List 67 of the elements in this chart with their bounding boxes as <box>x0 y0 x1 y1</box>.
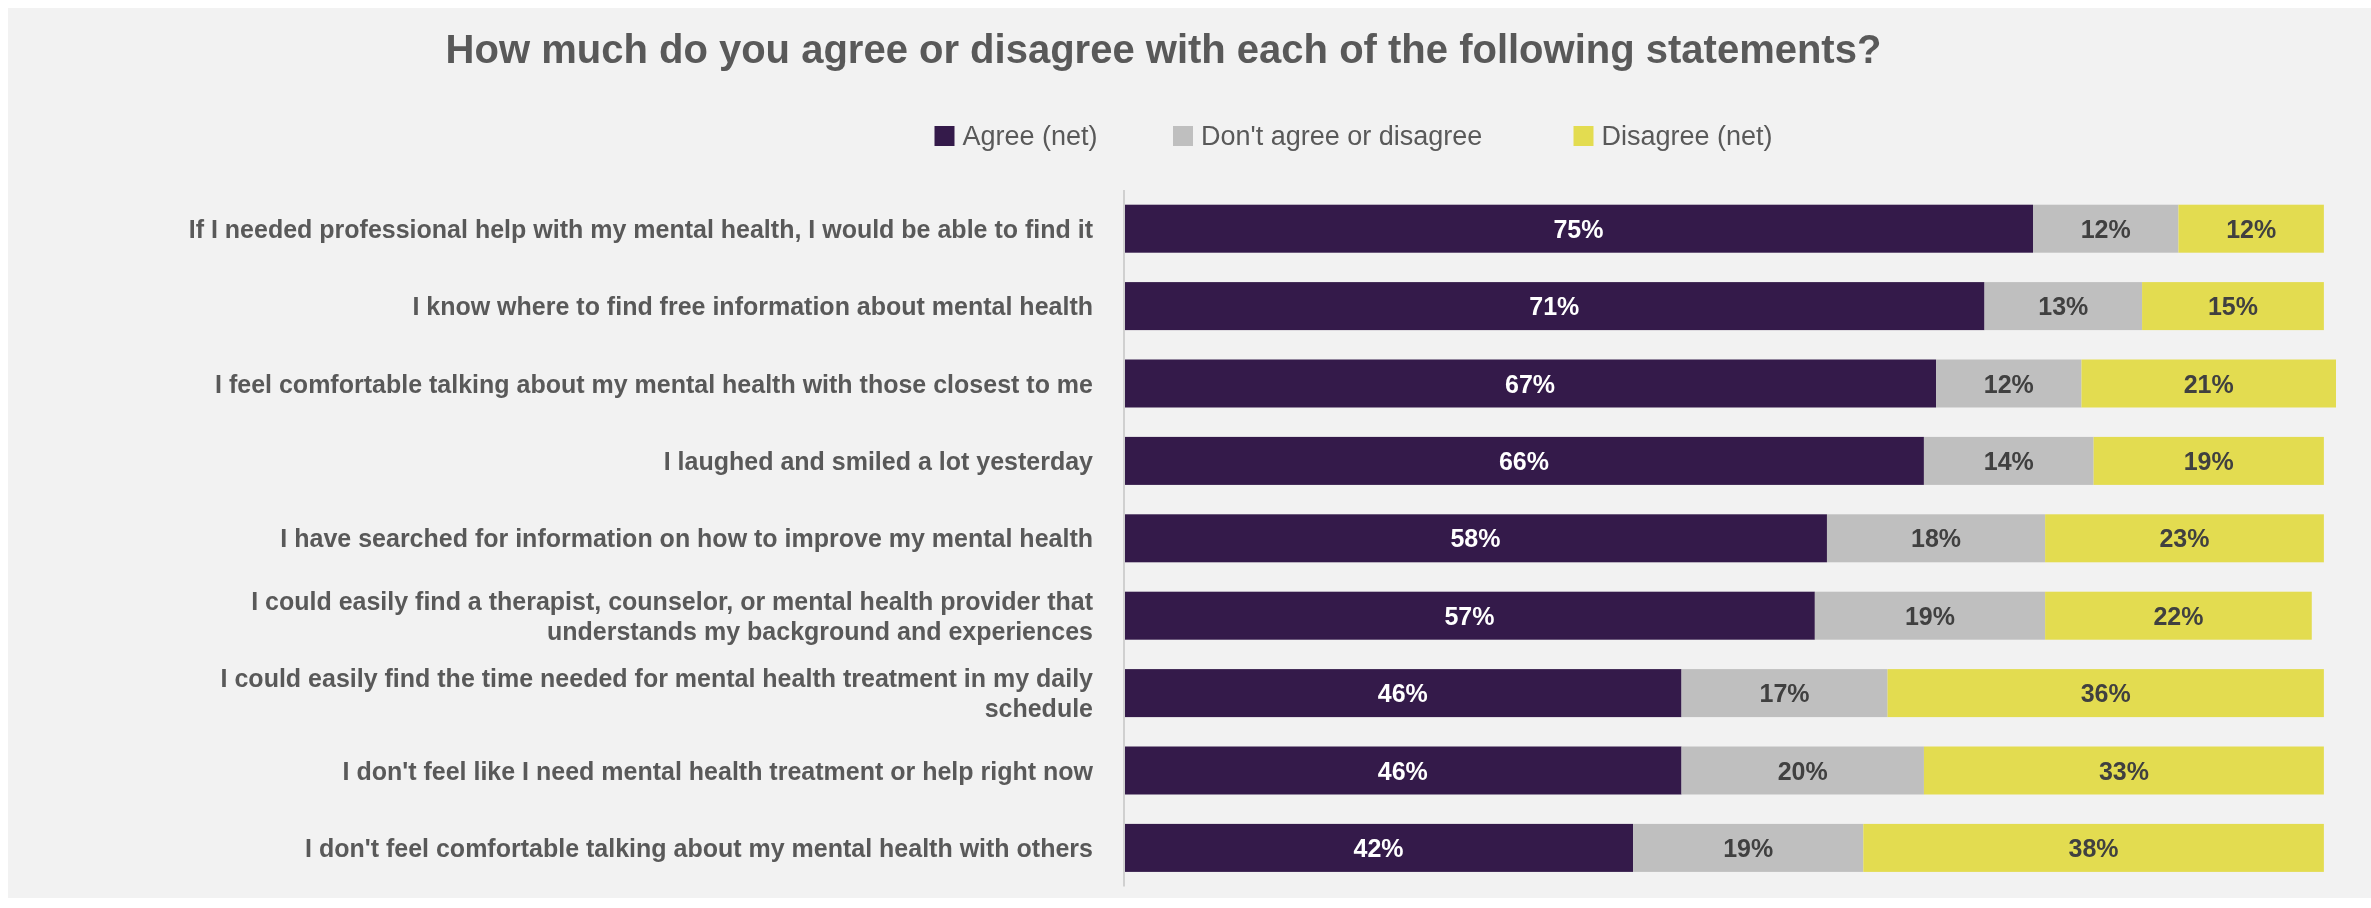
legend-label: Disagree (net) <box>1601 121 1773 151</box>
legend-label: Agree (net) <box>962 121 1098 151</box>
bar <box>2178 204 2324 253</box>
data-label: 22% <box>2153 601 2204 630</box>
y-tick-label: I could easily find a therapist, counselor, or mental health provider that understands my background and experiences <box>251 586 1094 645</box>
bar <box>2093 436 2324 485</box>
bar <box>1681 746 1924 795</box>
bar <box>1124 746 1682 795</box>
bar <box>1681 669 1888 718</box>
bar <box>1936 359 2082 408</box>
bar <box>1826 514 2046 563</box>
data-label: 38% <box>2068 833 2119 862</box>
bar <box>1633 823 1864 872</box>
data-label: 19% <box>2183 446 2234 475</box>
data-label: 12% <box>2080 214 2131 243</box>
y-tick-label: I could easily find the time needed for mental health treatment in my daily schedule <box>220 664 1094 723</box>
bar <box>1923 746 2324 795</box>
y-tick-label: I know where to find free information about mental health <box>412 292 1093 321</box>
chart-title: How much do you agree or disagree with each of the following statements? <box>445 27 1882 71</box>
data-label: 12% <box>1983 369 2034 398</box>
bar <box>1124 436 1924 485</box>
data-label: 71% <box>1529 292 1580 321</box>
data-label: 15% <box>2207 292 2258 321</box>
data-label: 14% <box>1983 446 2034 475</box>
bar <box>1124 591 1815 640</box>
data-label: 23% <box>2159 524 2210 553</box>
data-label: 19% <box>1904 601 1955 630</box>
bar <box>1863 823 2324 872</box>
data-label: 36% <box>2080 679 2131 708</box>
data-label: 19% <box>1723 833 1774 862</box>
data-label: 42% <box>1353 833 1404 862</box>
bar <box>2045 591 2312 640</box>
y-tick-label: I don't feel like I need mental health treatment or help right now <box>342 756 1094 785</box>
bar <box>2033 204 2179 253</box>
data-label: 58% <box>1450 524 1501 553</box>
bar <box>2045 514 2324 563</box>
bar <box>1124 204 2033 253</box>
data-label: 17% <box>1759 679 1810 708</box>
data-label: 46% <box>1377 756 1428 785</box>
bar <box>1814 591 2046 640</box>
data-label: 66% <box>1498 446 1549 475</box>
y-tick-label: If I needed professional help with my mental health, I would be able to find it <box>188 214 1094 243</box>
data-label: 12% <box>2226 214 2277 243</box>
bar <box>1124 823 1634 872</box>
data-label: 20% <box>1777 756 1828 785</box>
legend-label: Don't agree or disagree <box>1201 121 1483 151</box>
y-tick-label: I have searched for information on how to improve my mental health <box>280 524 1093 553</box>
data-label: 18% <box>1911 524 1962 553</box>
data-label: 75% <box>1553 214 1604 243</box>
bar <box>1124 282 1985 331</box>
y-tick-label: I don't feel comfortable talking about my mental health with others <box>305 833 1093 862</box>
data-label: 21% <box>2183 369 2234 398</box>
data-label: 46% <box>1377 679 1428 708</box>
data-label: 67% <box>1505 369 1556 398</box>
bar <box>1124 359 1937 408</box>
bar <box>2142 282 2324 331</box>
data-label: 13% <box>2038 292 2089 321</box>
data-label: 33% <box>2098 756 2149 785</box>
data-label: 57% <box>1444 601 1495 630</box>
bar <box>1923 436 2094 485</box>
y-tick-label: I laughed and smiled a lot yesterday <box>663 446 1094 475</box>
bar <box>1124 514 1827 563</box>
bar <box>2081 359 2336 408</box>
y-tick-label: I feel comfortable talking about my mental health with those closest to me <box>215 369 1094 398</box>
bar <box>1984 282 2143 331</box>
bar <box>1887 669 2324 718</box>
bar <box>1124 669 1682 718</box>
